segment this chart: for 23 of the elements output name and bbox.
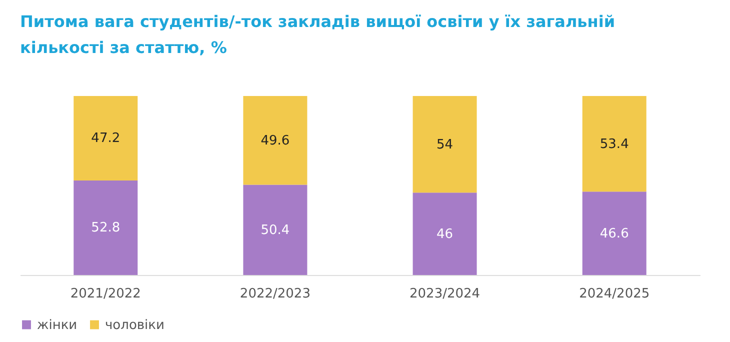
data-label: 50.4	[260, 222, 290, 238]
data-label: 52.8	[91, 220, 120, 236]
bar	[74, 96, 138, 180]
data-label: 46	[436, 226, 454, 242]
bar	[243, 184, 308, 275]
bar	[74, 180, 138, 275]
bar	[582, 192, 646, 275]
bar	[582, 96, 646, 192]
x-tick-label: 2024/2025	[579, 286, 650, 302]
bar	[412, 96, 477, 193]
chart-title: Питома вага студентів/-ток закладів вищої освіти у їх загальній кількості за статтю, %	[20, 12, 616, 57]
data-label: 53.4	[600, 136, 629, 152]
legend-label: жінки	[37, 318, 78, 333]
x-tick-label: 2023/2024	[410, 286, 480, 302]
data-label: 54	[436, 137, 454, 152]
data-label: 49.6	[260, 133, 290, 148]
data-label: 46.6	[600, 226, 629, 242]
data-label: 47.2	[91, 131, 120, 146]
bar	[412, 192, 477, 275]
bar	[243, 96, 308, 185]
x-tick-label: 2022/2023	[240, 286, 310, 302]
legend-label: чоловіки	[105, 318, 164, 333]
x-tick-label: 2021/2022	[70, 286, 141, 302]
